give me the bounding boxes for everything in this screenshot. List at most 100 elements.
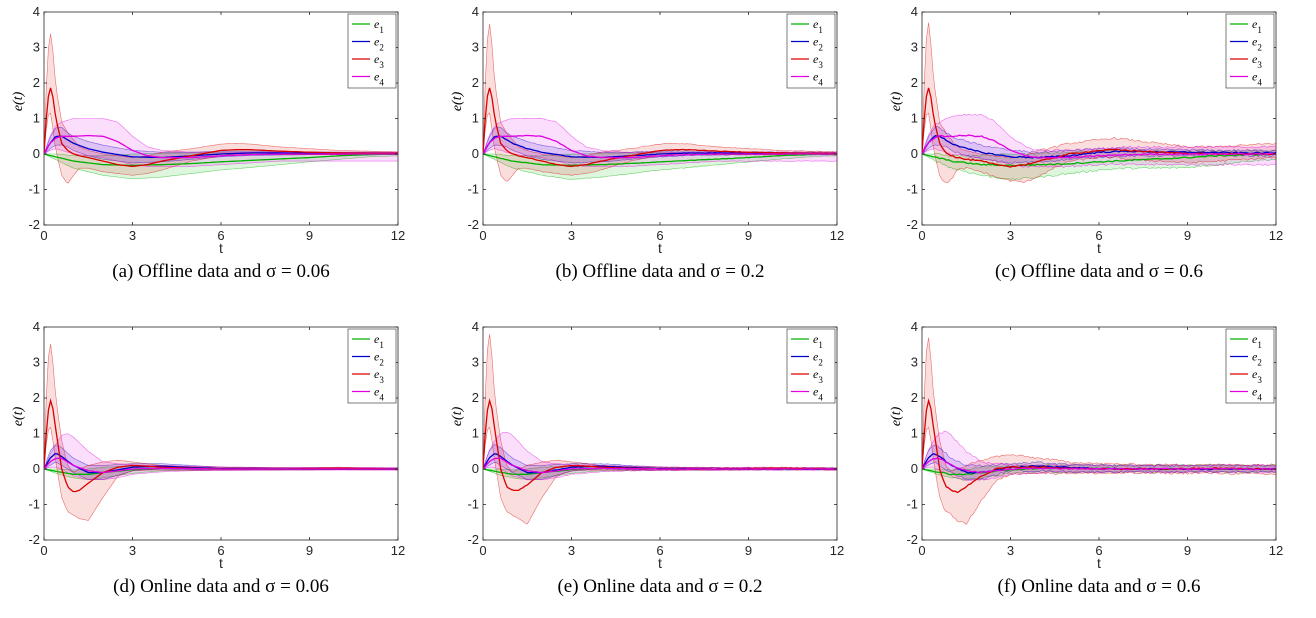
plot-area [44,33,398,184]
band-e3 [44,33,398,184]
y-tick-label: 2 [911,75,918,90]
subplot-caption: (e) Online data and σ = 0.2 [557,576,762,597]
y-tick-label: -1 [467,182,479,197]
legend-label-e4: e4 [374,385,384,403]
x-tick-label: 6 [656,543,663,558]
x-tick-label: 12 [1269,228,1283,243]
y-tick-label: -1 [467,497,479,512]
y-axis-label: e(t) [889,91,904,111]
legend-label-e4: e4 [1252,70,1262,88]
x-tick-label: 3 [568,228,575,243]
band-e3 [483,23,837,182]
plot-area [483,334,837,525]
y-tick-label: 0 [33,461,40,476]
band-e2 [44,444,398,480]
legend-box [347,13,397,89]
y-axis-label: e(t) [11,91,26,111]
y-tick-label: 3 [33,355,40,370]
axes-box [921,326,1277,541]
legend-label-e1: e1 [813,332,823,350]
subplot-caption: (c) Offline data and σ = 0.6 [995,261,1203,282]
legend-label-e4: e4 [813,70,823,88]
line-e1 [44,153,398,167]
plot-area [922,22,1276,184]
x-tick-label: 3 [129,228,136,243]
y-tick-label: 1 [911,111,918,126]
x-tick-label: 3 [1007,228,1014,243]
plot-area [44,343,398,521]
subplot-caption: (f) Online data and σ = 0.6 [998,576,1201,597]
band-e1 [483,152,837,180]
x-tick-label: 12 [1269,543,1283,558]
y-tick-label: -2 [906,532,918,547]
legend-label-e4: e4 [813,385,823,403]
x-axis-label: t [658,240,662,256]
y-tick-label: 4 [472,4,479,19]
y-tick-label: 3 [472,40,479,55]
y-tick-label: 3 [911,40,918,55]
x-tick-label: 9 [306,543,313,558]
y-tick-label: 2 [472,390,479,405]
line-e4 [483,457,837,474]
axes-box [43,326,399,541]
y-tick-label: 1 [472,426,479,441]
band-e1 [44,152,398,180]
x-tick-label: 6 [217,228,224,243]
x-tick-label: 0 [479,543,486,558]
x-tick-label: 6 [1095,543,1102,558]
legend-label-e2: e2 [1252,350,1262,368]
x-tick-label: 0 [40,543,47,558]
x-tick-label: 9 [1184,543,1191,558]
y-tick-label: 1 [472,111,479,126]
band-e2 [922,444,1276,482]
y-tick-label: 3 [472,355,479,370]
y-tick-label: 0 [33,146,40,161]
y-tick-label: 2 [911,390,918,405]
plot-area [483,23,837,182]
x-axis-label: t [1097,555,1101,571]
x-tick-label: 12 [391,228,405,243]
y-axis-label: e(t) [450,406,465,426]
y-tick-label: 2 [33,390,40,405]
legend-box [1225,13,1275,89]
x-tick-label: 3 [568,543,575,558]
x-tick-label: 3 [1007,543,1014,558]
x-tick-label: 6 [656,228,663,243]
legend-label-e3: e3 [813,367,823,385]
legend-label-e4: e4 [1252,385,1262,403]
y-tick-label: -2 [28,217,40,232]
x-tick-label: 9 [1184,228,1191,243]
y-tick-label: 4 [33,4,40,19]
legend-label-e2: e2 [374,350,384,368]
legend-label-e1: e1 [374,17,384,35]
y-tick-label: -1 [906,182,918,197]
y-tick-label: 1 [33,426,40,441]
y-tick-label: 4 [472,319,479,334]
x-tick-label: 0 [918,543,925,558]
x-axis-label: t [219,240,223,256]
axes-box [482,326,838,541]
line-e3 [44,87,398,168]
y-tick-label: 2 [33,75,40,90]
x-tick-label: 3 [129,543,136,558]
x-tick-label: 12 [391,543,405,558]
y-tick-label: -2 [467,217,479,232]
line-e1 [922,152,1276,167]
y-tick-label: 4 [911,319,918,334]
x-tick-label: 6 [1095,228,1102,243]
y-tick-label: 0 [472,146,479,161]
y-tick-label: 0 [472,461,479,476]
y-tick-label: 3 [33,40,40,55]
x-tick-label: 9 [745,228,752,243]
legend-label-e2: e2 [374,35,384,53]
legend-label-e2: e2 [813,350,823,368]
